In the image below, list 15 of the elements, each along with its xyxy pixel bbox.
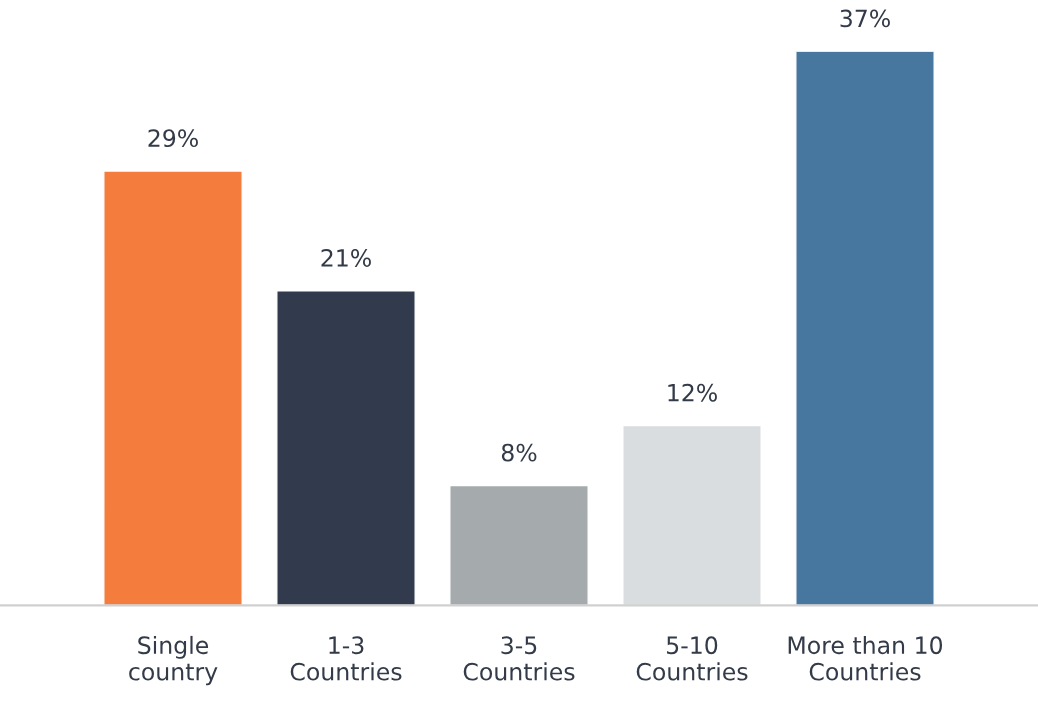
bar [276, 290, 416, 606]
data-label: 29% [148, 129, 198, 148]
data-label: 21% [321, 249, 371, 267]
bar [795, 51, 935, 606]
bar [622, 424, 762, 606]
data-label: 8% [501, 443, 537, 462]
x-tick-label: 3-5 Countries [463, 636, 575, 681]
x-tick-label: 1-3 Countries [290, 636, 402, 681]
x-tick-label: More than 10 Countries [788, 635, 943, 681]
x-tick-label: Single country [129, 635, 218, 686]
bar [449, 484, 589, 606]
data-label: 37% [840, 9, 890, 28]
x-tick-label: 5-10 Countries [636, 636, 748, 681]
data-label: 12% [668, 383, 717, 402]
bar [103, 170, 243, 606]
